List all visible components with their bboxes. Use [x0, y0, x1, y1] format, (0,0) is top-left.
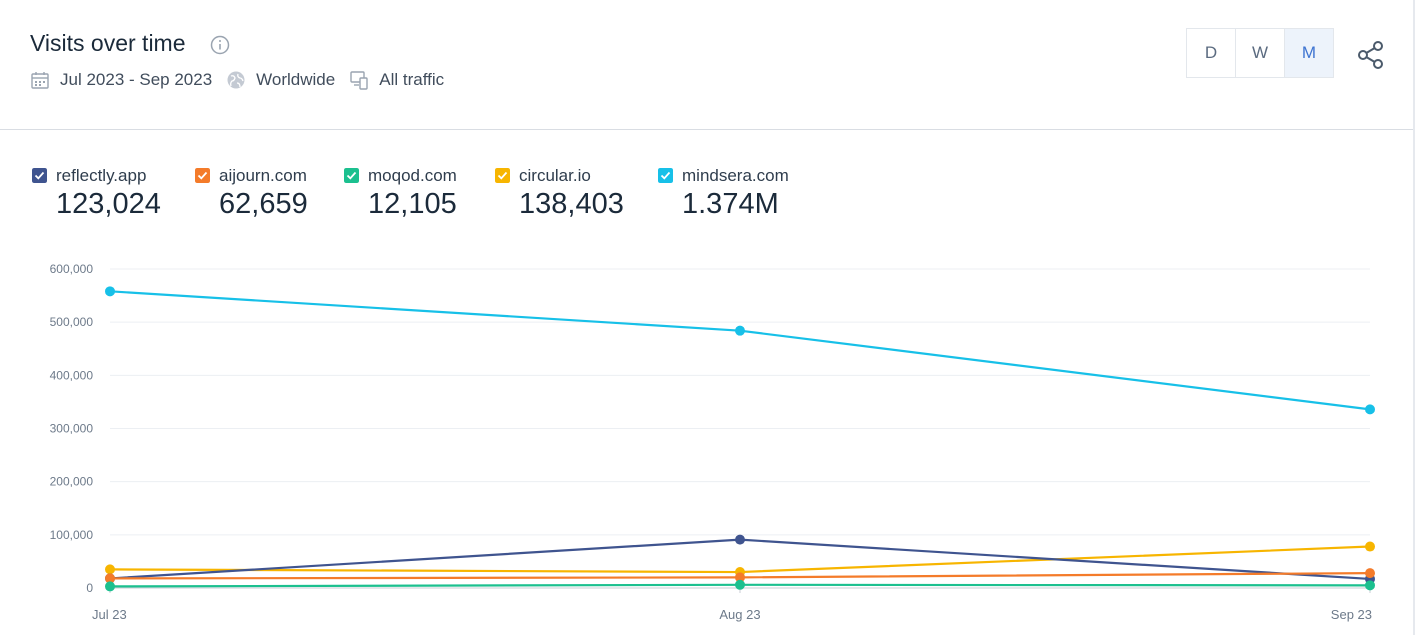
- x-tick-label: Aug 23: [719, 607, 760, 622]
- checkbox-fill: [32, 168, 47, 183]
- checkbox-icon[interactable]: [495, 168, 510, 183]
- checkbox-fill: [495, 168, 510, 183]
- traffic-type: All traffic: [379, 70, 445, 89]
- checkbox-icon[interactable]: [344, 168, 359, 183]
- devices-icon: [350, 71, 368, 90]
- checkbox-fill: [658, 168, 673, 183]
- data-point-mindsera-com[interactable]: [105, 286, 115, 297]
- data-point-circular-io[interactable]: [1365, 541, 1375, 552]
- checkbox-fill: [195, 168, 210, 183]
- data-point-circular-io[interactable]: [105, 564, 115, 575]
- legend-label: reflectly.app: [56, 166, 147, 185]
- legend-total: 138,403: [519, 188, 624, 220]
- data-point-aijourn-com[interactable]: [1365, 568, 1375, 579]
- data-point-aijourn-com[interactable]: [105, 573, 115, 584]
- y-tick-label: 400,000: [50, 368, 94, 382]
- checkbox-icon[interactable]: [195, 168, 210, 183]
- globe-icon: [227, 71, 245, 89]
- granularity-day-button[interactable]: D: [1187, 29, 1236, 77]
- chart-title: Visits over time: [30, 30, 186, 56]
- chart-header: Visits over time Jul 2023 - Sep 2023 Wor…: [0, 0, 1413, 130]
- y-tick-label: 200,000: [50, 475, 94, 489]
- legend-total: 62,659: [219, 188, 308, 220]
- x-tick-label: Jul 23: [92, 607, 127, 622]
- series-line-mindsera-com: [109, 290, 1371, 411]
- checkbox-icon[interactable]: [32, 168, 47, 183]
- legend-label: circular.io: [519, 166, 591, 185]
- data-point-mindsera-com[interactable]: [1365, 404, 1375, 415]
- legend-label: aijourn.com: [219, 166, 307, 185]
- legend-total: 123,024: [56, 188, 161, 220]
- data-point-moqod-com[interactable]: [105, 581, 115, 592]
- data-point-reflectly-app[interactable]: [735, 534, 745, 545]
- chart-meta: Jul 2023 - Sep 2023 Worldwide All traffi…: [30, 68, 458, 92]
- granularity-toggle: D W M: [1186, 28, 1334, 78]
- legend-label: mindsera.com: [682, 166, 789, 185]
- y-tick-label: 300,000: [50, 422, 94, 436]
- legend-total: 1.374M: [682, 188, 779, 220]
- date-range: Jul 2023 - Sep 2023: [60, 70, 213, 89]
- checkbox-fill: [344, 168, 359, 183]
- granularity-month-button[interactable]: M: [1285, 29, 1333, 77]
- legend-total: 12,105: [368, 188, 457, 220]
- visits-line-chart: 0 100,000 200,000 300,000 400,000 500,000 600,…: [50, 262, 1375, 622]
- data-point-aijourn-com[interactable]: [735, 572, 745, 583]
- panel-edge: [1413, 0, 1415, 635]
- data-point-mindsera-com[interactable]: [735, 325, 745, 336]
- data-point-moqod-com[interactable]: [1365, 580, 1375, 591]
- y-tick-label: 0: [86, 581, 93, 595]
- checkbox-icon[interactable]: [658, 168, 673, 183]
- y-tick-label: 100,000: [50, 528, 94, 542]
- granularity-week-button[interactable]: W: [1236, 29, 1285, 77]
- share-icon[interactable]: [1355, 40, 1387, 70]
- data-point-moqod-com[interactable]: [735, 579, 745, 590]
- x-tick-label: Sep 23: [1331, 607, 1372, 622]
- legend-label: moqod.com: [368, 166, 457, 185]
- region: Worldwide: [256, 70, 336, 89]
- y-tick-label: 500,000: [50, 315, 94, 329]
- calendar-icon: [31, 72, 49, 89]
- info-icon[interactable]: [210, 35, 230, 55]
- y-tick-label: 600,000: [50, 262, 94, 276]
